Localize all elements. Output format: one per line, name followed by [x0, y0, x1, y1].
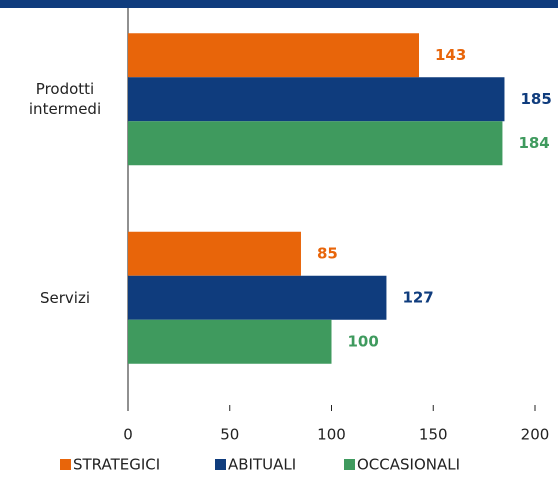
x-tick-label: 0 [123, 426, 133, 444]
legend-label: STRATEGICI [73, 456, 160, 474]
value-label: 100 [348, 332, 379, 350]
bar [128, 77, 505, 122]
value-label: 184 [518, 134, 549, 152]
bar [128, 121, 503, 166]
bar [128, 319, 332, 364]
bar [128, 275, 387, 320]
value-label: 127 [402, 288, 433, 306]
category-label: Prodotti intermedi [28, 80, 102, 119]
x-tick-label: 50 [220, 426, 239, 444]
category-label: Servizi [39, 288, 90, 307]
legend-swatch [215, 459, 226, 470]
legend-label: OCCASIONALI [357, 456, 460, 474]
legend-swatch [344, 459, 355, 470]
bar [128, 231, 301, 276]
bar [128, 33, 420, 78]
legend-swatch [60, 459, 71, 470]
x-tick-label: 150 [419, 426, 448, 444]
value-label: 85 [317, 244, 338, 262]
value-label: 143 [435, 46, 466, 64]
value-label: 185 [520, 90, 551, 108]
x-tick-label: 200 [521, 426, 550, 444]
legend-label: ABITUALI [228, 456, 296, 474]
x-tick-label: 100 [317, 426, 346, 444]
header-band [0, 0, 558, 8]
